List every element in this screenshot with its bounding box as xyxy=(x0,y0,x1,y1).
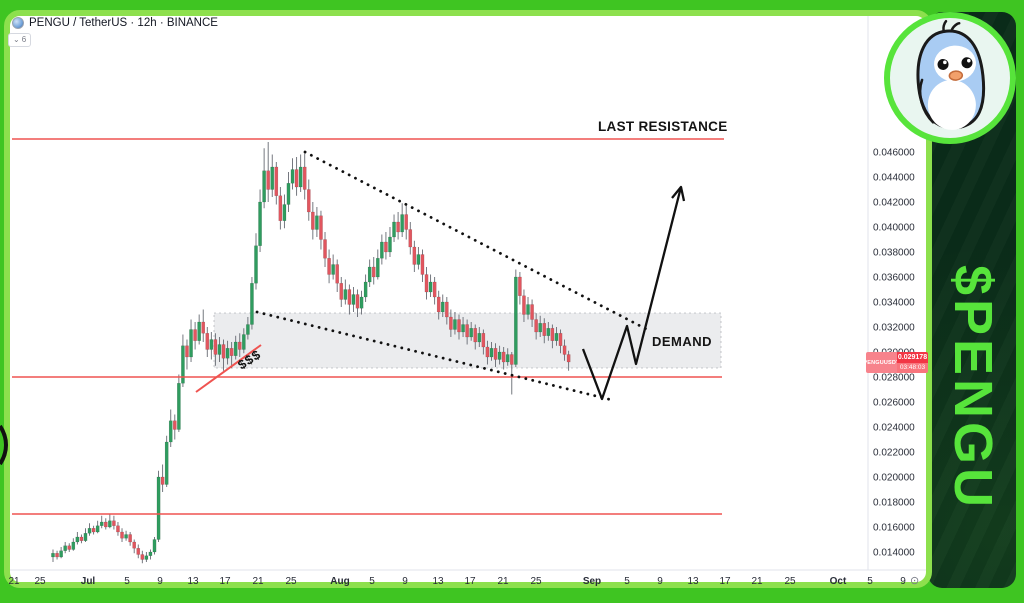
last-resistance-label: LAST RESISTANCE xyxy=(598,119,728,134)
svg-text:9: 9 xyxy=(900,576,906,587)
wedge-lower xyxy=(255,310,614,402)
red-trendline xyxy=(195,344,262,393)
time-scale-labels: 21 25 Jul 5 9 13 17 21 25 Aug 5 9 13 17 21 25 Sep 5 9 13 17 2… xyxy=(8,576,906,587)
svg-text:0.040000: 0.040000 xyxy=(873,223,915,234)
chevron-down-icon: ⌄ xyxy=(13,35,20,44)
symbol-title-label: PENGU / TetherUS · 12h · BINANCE xyxy=(29,17,218,29)
svg-text:0.028000: 0.028000 xyxy=(873,373,915,384)
wedge-upper xyxy=(303,150,652,333)
svg-text:0.024000: 0.024000 xyxy=(873,423,915,434)
svg-text:17: 17 xyxy=(219,576,231,587)
price-tag-countdown: 03:48:03 xyxy=(897,362,928,373)
svg-text:21: 21 xyxy=(751,576,763,587)
svg-text:0.022000: 0.022000 xyxy=(873,448,915,459)
svg-text:25: 25 xyxy=(285,576,297,587)
svg-text:21: 21 xyxy=(8,576,20,587)
svg-text:21: 21 xyxy=(497,576,509,587)
svg-text:25: 25 xyxy=(34,576,46,587)
svg-text:0.032000: 0.032000 xyxy=(873,323,915,334)
svg-text:13: 13 xyxy=(187,576,199,587)
svg-text:9: 9 xyxy=(657,576,663,587)
candles-layer xyxy=(51,142,571,564)
svg-text:0.020000: 0.020000 xyxy=(873,473,915,484)
svg-text:Sep: Sep xyxy=(583,576,601,587)
svg-text:0.016000: 0.016000 xyxy=(873,523,915,534)
timezone-clock-icon[interactable]: ⊙ xyxy=(910,575,920,587)
price-tag-price: 0.029178 xyxy=(897,352,928,363)
legend-collapse-badge[interactable]: ⌄ 6 xyxy=(8,33,32,47)
svg-text:21: 21 xyxy=(252,576,264,587)
svg-text:0.014000: 0.014000 xyxy=(873,548,915,559)
svg-text:Oct: Oct xyxy=(830,576,847,587)
svg-text:0.034000: 0.034000 xyxy=(873,298,915,309)
projection-arrow xyxy=(581,186,683,401)
svg-text:5: 5 xyxy=(369,576,375,587)
current-price-tag: PENGUUSDT 0.029178 03:48:03 xyxy=(866,352,928,373)
svg-text:25: 25 xyxy=(784,576,796,587)
svg-text:Jul: Jul xyxy=(81,576,96,587)
svg-text:9: 9 xyxy=(157,576,163,587)
svg-text:13: 13 xyxy=(432,576,444,587)
svg-text:5: 5 xyxy=(867,576,873,587)
svg-text:0.038000: 0.038000 xyxy=(873,248,915,259)
svg-text:5: 5 xyxy=(124,576,130,587)
arrow-head-icon xyxy=(671,185,686,202)
time-axis[interactable] xyxy=(10,570,910,586)
svg-text:0.046000: 0.046000 xyxy=(873,148,915,159)
symbol-title[interactable]: PENGU / TetherUS · 12h · BINANCE xyxy=(12,17,218,29)
svg-text:0.026000: 0.026000 xyxy=(873,398,915,409)
svg-text:25: 25 xyxy=(530,576,542,587)
price-axis[interactable] xyxy=(868,16,926,570)
svg-text:Aug: Aug xyxy=(330,576,349,587)
svg-text:0.018000: 0.018000 xyxy=(873,498,915,509)
legend-count: 6 xyxy=(21,35,27,44)
symbol-logo-icon xyxy=(12,17,24,29)
price-tag-symbol: PENGUUSDT xyxy=(866,352,899,373)
svg-text:9: 9 xyxy=(402,576,408,587)
left-edge-mark xyxy=(0,424,8,466)
penguin-avatar xyxy=(884,12,1016,144)
svg-text:13: 13 xyxy=(687,576,699,587)
demand-label: DEMAND xyxy=(652,334,713,349)
svg-text:17: 17 xyxy=(464,576,476,587)
svg-text:0.044000: 0.044000 xyxy=(873,173,915,184)
svg-text:0.036000: 0.036000 xyxy=(873,273,915,284)
pengu-ticker-text: $PENGU xyxy=(943,264,1003,512)
svg-text:0.042000: 0.042000 xyxy=(873,198,915,209)
penguin-icon xyxy=(916,19,986,130)
svg-text:17: 17 xyxy=(719,576,731,587)
svg-text:5: 5 xyxy=(624,576,630,587)
